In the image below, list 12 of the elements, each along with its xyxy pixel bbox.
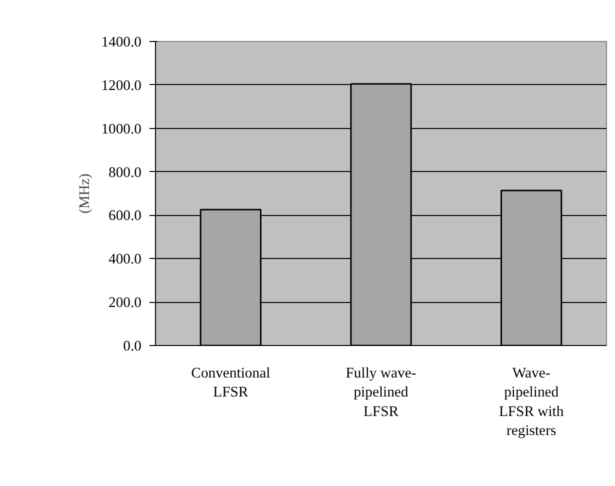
y-tick-label: 200.0 <box>108 295 142 312</box>
y-tick-label: 600.0 <box>108 208 142 224</box>
y-tick-label: 400.0 <box>108 252 142 268</box>
y-tick-label: 1200.0 <box>101 78 142 94</box>
y-axis-title: (MHz) <box>77 173 94 214</box>
y-tick-label: 1000.0 <box>101 121 142 138</box>
x-tick-label: Conventional LFSR <box>191 366 270 401</box>
y-tick-label: 1400.0 <box>101 34 142 50</box>
x-tick-label: Fully wave- pipelined LFSR <box>346 366 416 420</box>
y-tick-label: 0.0 <box>123 338 142 354</box>
y-tick-label: 800.0 <box>108 164 142 181</box>
x-tick-label: Wave- pipelined LFSR with registers <box>498 366 564 440</box>
